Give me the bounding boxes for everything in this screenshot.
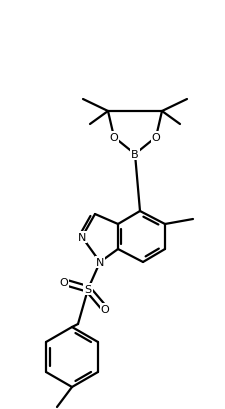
Text: O: O — [100, 304, 109, 314]
Text: N: N — [77, 232, 86, 243]
Text: O: O — [109, 133, 118, 143]
Text: O: O — [151, 133, 160, 143]
Text: S: S — [84, 284, 91, 294]
Text: N: N — [95, 257, 104, 267]
Text: B: B — [130, 150, 138, 160]
Text: O: O — [59, 277, 68, 287]
